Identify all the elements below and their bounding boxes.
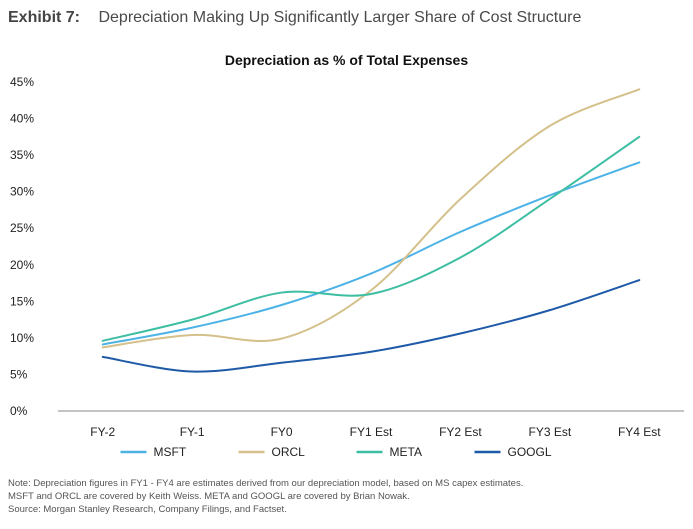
exhibit-title: Depreciation Making Up Significantly Lar… [98, 9, 582, 26]
series-lines [101, 88, 641, 373]
y-tick-label: 30% [10, 185, 34, 199]
y-tick-label: 5% [10, 367, 28, 381]
chart-title: Depreciation as % of Total Expenses [224, 52, 469, 68]
line-chart: 0% 5% 10% 15% 20% 25% 30% 35% 40% 45% FY-2 FY-1 FY0… [10, 75, 684, 459]
note-line-2: MSFT and ORCL are covered by Keith Weiss… [8, 491, 410, 502]
legend-label-msft: MSFT [154, 445, 187, 459]
y-tick-label: 35% [10, 148, 34, 162]
y-tick-label: 40% [10, 112, 34, 126]
footnotes: Note: Depreciation figures in FY1 - FY4 … [8, 477, 523, 516]
legend-label-googl: GOOGL [508, 445, 552, 459]
y-tick-label: 15% [10, 294, 34, 308]
series-line-orcl [101, 88, 641, 349]
y-tick-label: 20% [10, 258, 34, 272]
exhibit-label: Exhibit 7: [8, 9, 81, 26]
note-line-3: Source: Morgan Stanley Research, Company… [8, 504, 287, 515]
x-tick-label: FY4 Est [618, 425, 661, 439]
x-tick-label: FY2 Est [439, 425, 482, 439]
x-tick-label: FY3 Est [529, 425, 572, 439]
x-tick-label: FY0 [271, 425, 293, 439]
series-line-msft [101, 161, 641, 346]
legend: MSFT ORCL META GOOGL [120, 445, 552, 459]
series-line-meta [101, 135, 641, 342]
x-axis-ticks: FY-2 FY-1 FY0 FY1 Est FY2 Est FY3 Est FY4 Est [90, 425, 661, 439]
x-tick-label: FY-1 [180, 425, 205, 439]
y-tick-label: 0% [10, 404, 28, 418]
x-tick-label: FY1 Est [350, 425, 393, 439]
y-tick-label: 25% [10, 221, 34, 235]
y-axis-ticks: 0% 5% 10% 15% 20% 25% 30% 35% 40% 45% [10, 75, 34, 418]
y-tick-label: 10% [10, 331, 34, 345]
series-line-googl [101, 279, 641, 373]
exhibit-header: Exhibit 7: Depreciation Making Up Signif… [8, 9, 581, 27]
note-line-1: Note: Depreciation figures in FY1 - FY4 … [8, 478, 524, 489]
y-tick-label: 45% [10, 75, 34, 89]
legend-label-orcl: ORCL [272, 445, 306, 459]
legend-label-meta: META [390, 445, 422, 459]
x-tick-label: FY-2 [90, 425, 115, 439]
